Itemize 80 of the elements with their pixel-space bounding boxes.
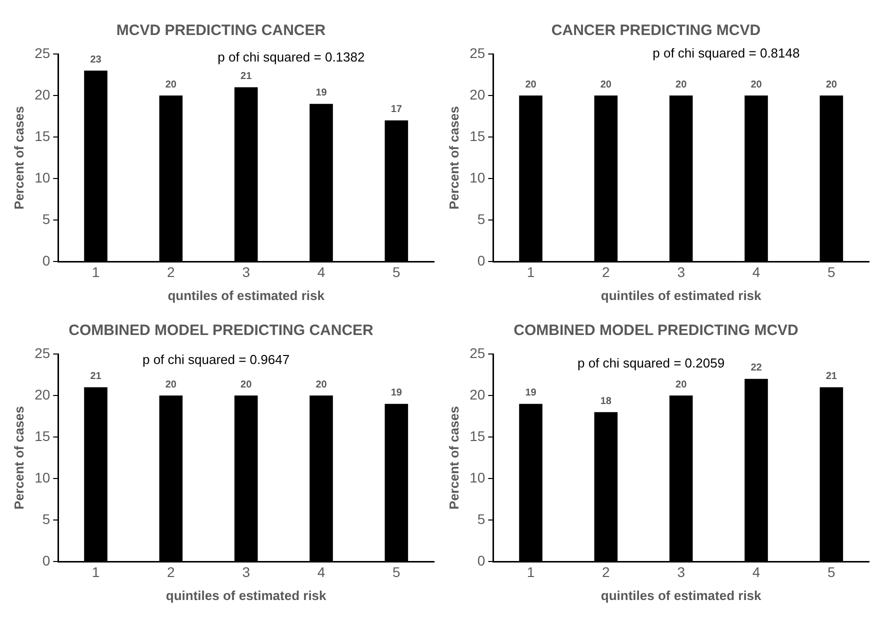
x-tick-label: 2 xyxy=(167,264,176,280)
x-tick-label: 2 xyxy=(602,264,610,280)
x-tick-label: 4 xyxy=(317,264,326,280)
y-axis-title: Percent of cases xyxy=(11,406,26,510)
annotation: p of chi squared = 0.9647 xyxy=(142,352,290,368)
x-tick-label: 4 xyxy=(317,564,326,580)
y-tick-label: 0 xyxy=(42,252,50,268)
x-tick-label: 3 xyxy=(677,264,686,280)
y-tick-label: 5 xyxy=(477,510,486,527)
y-tick-label: 20 xyxy=(34,386,50,402)
x-tick-label: 5 xyxy=(392,264,401,280)
y-tick-label: 15 xyxy=(470,428,486,444)
annotation: p of chi squared = 0.2059 xyxy=(577,356,725,371)
x-tick-label: 5 xyxy=(392,564,401,580)
x-tick-label: 2 xyxy=(167,564,176,580)
y-tick-label: 10 xyxy=(470,169,486,186)
x-tick-label: 1 xyxy=(92,564,100,580)
chart-title: MCVD PREDICTING CANCER xyxy=(116,22,326,40)
y-axis-title: Percent of cases xyxy=(11,106,26,210)
y-tick-label: 10 xyxy=(34,469,50,486)
x-tick-label: 4 xyxy=(752,264,760,280)
data-label: 20 xyxy=(600,79,612,90)
data-label: 20 xyxy=(676,379,688,390)
x-tick-label: 5 xyxy=(828,564,836,580)
y-tick-label: 15 xyxy=(470,128,486,144)
data-label: 19 xyxy=(525,388,537,399)
x-tick-label: 1 xyxy=(92,264,100,280)
data-label: 18 xyxy=(600,396,612,407)
y-tick-label: 15 xyxy=(34,128,50,144)
annotation: p of chi squared = 0.1382 xyxy=(218,50,365,65)
y-axis-title: Percent of cases xyxy=(446,406,462,510)
data-label: 19 xyxy=(390,388,402,399)
data-label: 21 xyxy=(240,70,252,82)
data-label: 20 xyxy=(240,379,252,390)
x-axis-title: quintiles of estimated risk xyxy=(166,588,328,603)
x-tick-label: 3 xyxy=(242,264,250,280)
y-tick-label: 25 xyxy=(470,344,486,361)
y-tick-label: 5 xyxy=(477,210,486,227)
y-tick-label: 25 xyxy=(34,44,50,61)
x-tick-label: 3 xyxy=(677,564,686,580)
y-tick-label: 20 xyxy=(34,86,50,102)
x-tick-label: 1 xyxy=(526,564,535,580)
chart-title: COMBINED MODEL PREDICTING MCVD xyxy=(514,322,799,340)
x-tick-label: 3 xyxy=(242,564,250,580)
chart-title: COMBINED MODEL PREDICTING CANCER xyxy=(68,322,374,340)
data-label: 21 xyxy=(826,370,838,382)
data-label: 20 xyxy=(525,79,537,90)
data-label: 20 xyxy=(316,379,328,390)
data-label: 20 xyxy=(165,379,177,390)
data-label: 20 xyxy=(826,79,838,90)
y-tick-label: 5 xyxy=(42,210,50,227)
x-tick-label: 4 xyxy=(752,564,760,580)
y-tick-label: 20 xyxy=(470,86,486,102)
data-label: 17 xyxy=(390,104,402,116)
y-tick-label: 0 xyxy=(477,552,486,568)
x-axis-title: quintiles of estimated risk xyxy=(600,288,762,303)
data-label: 20 xyxy=(750,79,762,90)
data-label: 23 xyxy=(90,54,102,66)
x-axis-title: quntiles of estimated risk xyxy=(168,288,326,303)
data-label: 19 xyxy=(316,88,328,99)
y-tick-label: 10 xyxy=(34,169,50,186)
y-tick-label: 0 xyxy=(477,252,486,268)
data-label: 20 xyxy=(676,79,688,90)
data-label: 21 xyxy=(90,370,102,382)
y-tick-label: 5 xyxy=(42,510,50,527)
y-tick-label: 0 xyxy=(42,552,50,568)
data-label: 20 xyxy=(165,79,177,90)
y-tick-label: 25 xyxy=(470,44,486,61)
x-tick-label: 1 xyxy=(526,264,535,280)
y-tick-label: 20 xyxy=(470,386,486,402)
data-label: 22 xyxy=(750,362,762,374)
y-tick-label: 10 xyxy=(470,469,486,486)
chart-title: CANCER PREDICTING MCVD xyxy=(551,22,761,40)
y-tick-label: 25 xyxy=(34,344,50,361)
annotation: p of chi squared = 0.8148 xyxy=(652,46,800,61)
x-tick-label: 2 xyxy=(602,564,610,580)
x-axis-title: quintiles of estimated risk xyxy=(600,588,762,603)
y-tick-label: 15 xyxy=(34,428,50,444)
y-axis-title: Percent of cases xyxy=(446,106,462,210)
x-tick-label: 5 xyxy=(828,264,836,280)
